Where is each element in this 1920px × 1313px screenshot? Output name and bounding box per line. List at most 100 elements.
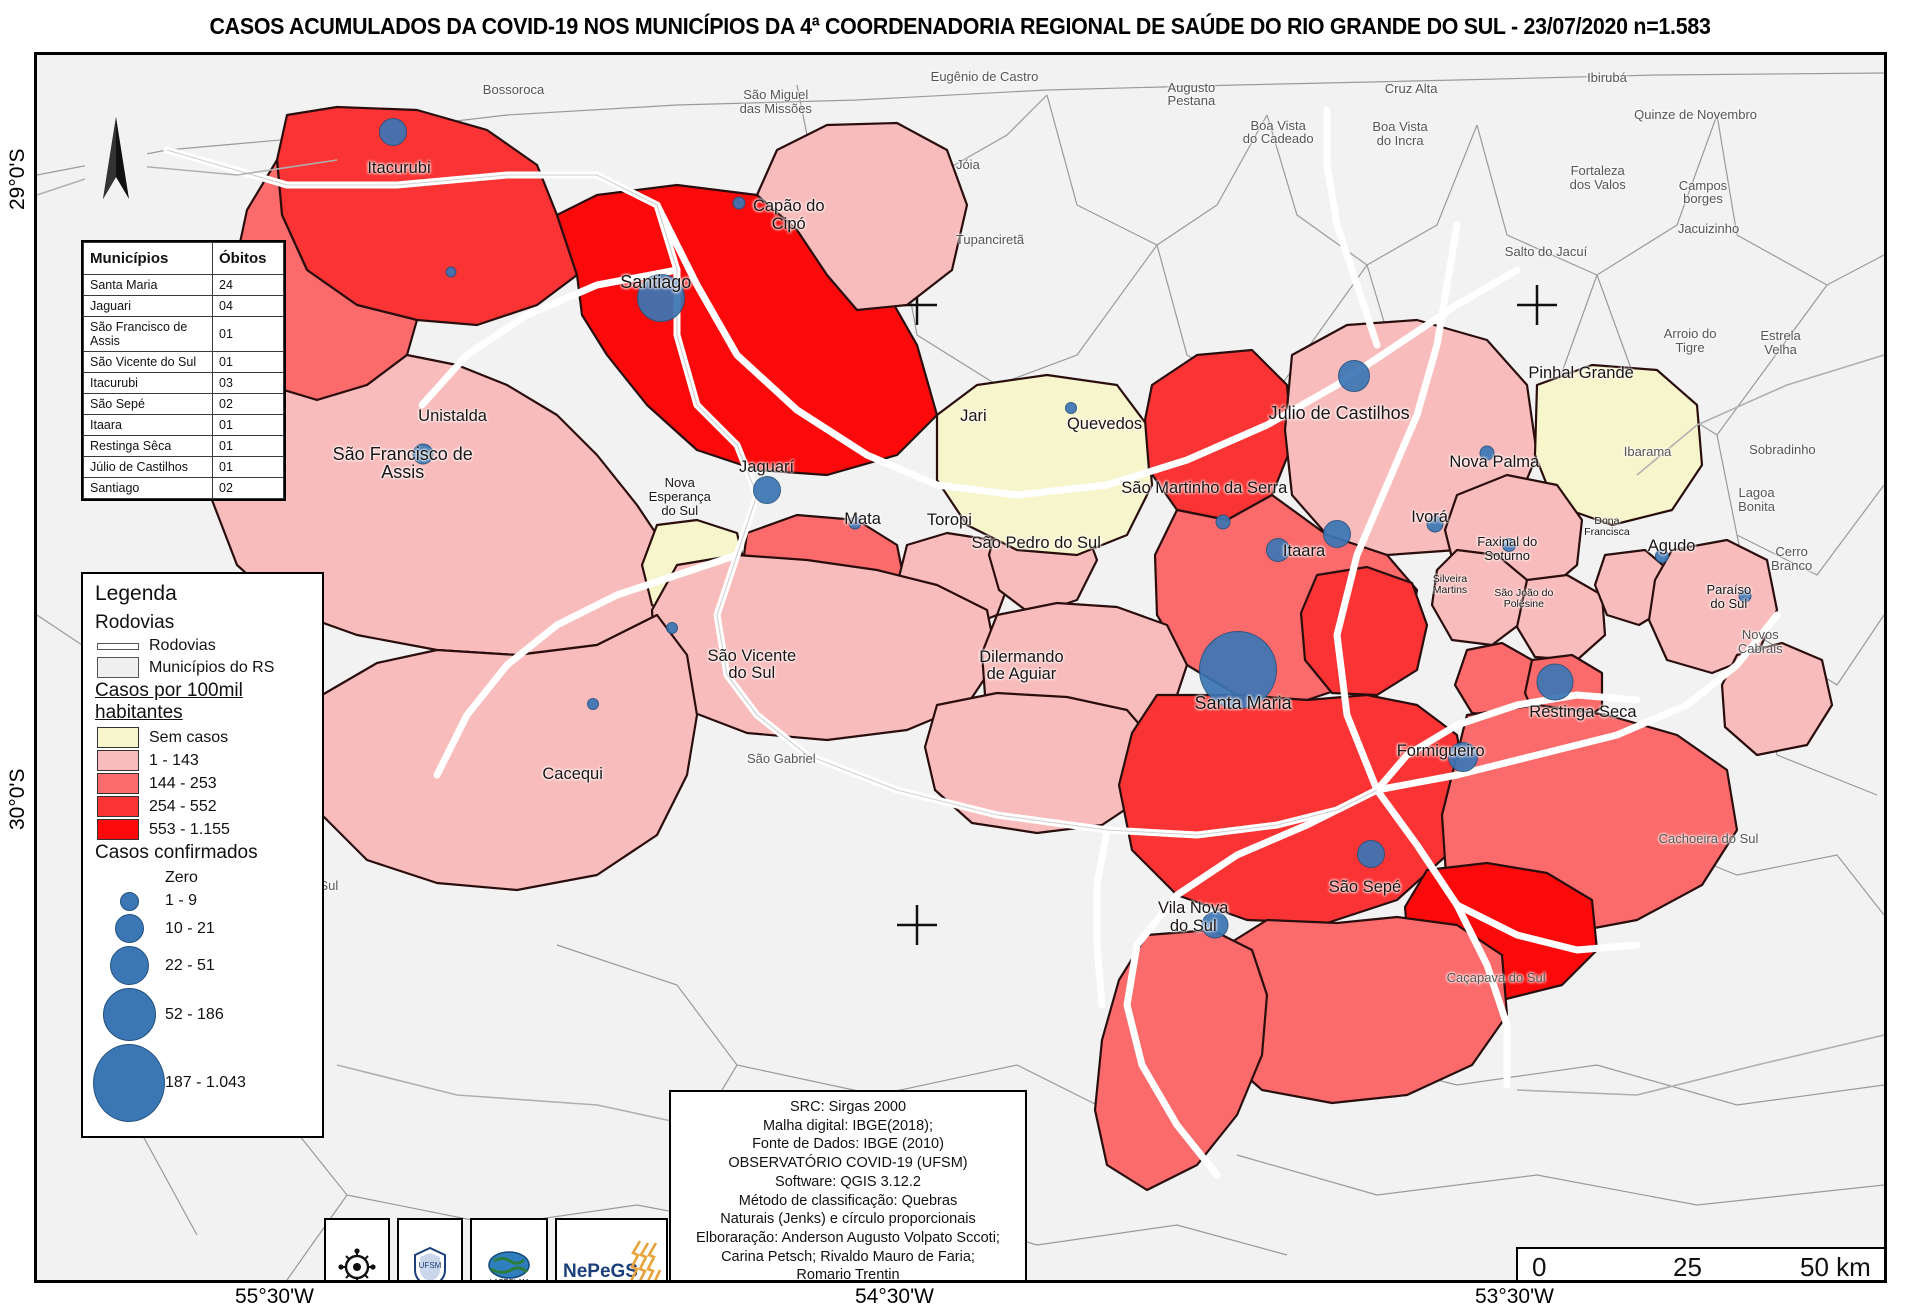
map-label-outside-eug-nio-de-castro: Eugênio de Castro	[930, 68, 1039, 84]
map-label-outside-cerro-branco: Cerro Branco	[1771, 544, 1813, 573]
table-row: São Vicente do Sul 01	[83, 351, 284, 373]
legend-item-municipios: Municípios do RS	[97, 657, 312, 678]
cell-obitos: 01	[212, 414, 284, 436]
credit-line-1: Malha digital: IBGE(2018);	[762, 1117, 934, 1134]
credit-line-5: Método de classificação: Quebras	[738, 1192, 958, 1209]
credit-line-6: Naturais (Jenks) e círculo proporcionais	[720, 1211, 976, 1228]
longitude-label-5530: 55°30'W	[235, 1285, 314, 1308]
map-label-jari: Jari	[960, 406, 987, 425]
map-canvas[interactable]	[37, 55, 1884, 1280]
legend-swatch-3	[97, 796, 139, 817]
legend-circle-symbol-2	[93, 914, 165, 943]
case-bubble	[1215, 514, 1231, 530]
legend-swatch-0	[97, 727, 139, 748]
page-title: CASOS ACUMULADOS DA COVID-19 NOS MUNICÍP…	[209, 12, 1711, 39]
map-label-outside-augusto-pestana: Augusto Pestana	[1167, 79, 1216, 109]
map-label-outside-boa-vista-do-incra: Boa Vista do Incra	[1372, 118, 1428, 148]
map-frame[interactable]: Itacurubi Santiago Capão do Cipó Unistalda Ja…	[34, 52, 1887, 1283]
svg-text:NePeGS: NePeGS	[563, 1261, 638, 1282]
credit-line-0: SRC: Sirgas 2000	[789, 1099, 907, 1115]
case-bubble	[412, 443, 434, 465]
logo-lageolam: LAGEOLAM UFSM	[470, 1218, 548, 1283]
legend-section-rodovias: Rodovias	[95, 612, 175, 633]
north-arrow-icon	[85, 113, 147, 203]
case-bubble	[445, 266, 457, 278]
map-label-j-lio-de-castilhos: Júlio de Castilhos	[1268, 403, 1410, 424]
map-label-outside-arroio-do-tigre: Arroio do Tigre	[1663, 325, 1717, 355]
cell-municipio: Jaguari	[83, 295, 213, 317]
deaths-table-body: Santa Maria 24 Jaguari 04 São Francisco de A…	[83, 274, 284, 499]
map-label-vila-nova-do-sul: Vila Nova do Sul	[1158, 899, 1229, 935]
legend-circle-symbol-5	[93, 1044, 165, 1122]
latitude-label-29: 29°0'S	[6, 148, 29, 210]
legend-class-label-4: 553 - 1.155	[149, 820, 230, 838]
case-bubble	[1479, 445, 1495, 461]
cell-obitos: 03	[212, 372, 284, 394]
map-label-outside-novos-cabrais: Novos Cabrais	[1737, 627, 1783, 656]
legend-circle-5: 187 - 1.043	[93, 1043, 312, 1123]
cell-municipio: Restinga Sêca	[83, 435, 213, 457]
scale-label-50: 50 km	[1800, 1252, 1871, 1282]
case-bubble	[1266, 537, 1291, 562]
cell-obitos: 24	[212, 274, 284, 296]
rodovias-line-swatch	[97, 642, 139, 650]
map-label-outside-quinze-de-novembro: Quinze de Novembro	[1634, 106, 1758, 122]
legend-swatch-4	[97, 819, 139, 840]
map-label-silveira-martins: Silveira Martins	[1432, 573, 1468, 597]
map-label-restinga-seca: Restinga Seca	[1529, 703, 1637, 722]
case-bubble	[1447, 741, 1478, 772]
case-bubble	[1655, 549, 1670, 564]
map-label-unistalda: Unistalda	[418, 406, 487, 425]
map-label-santa-maria: Santa Maria	[1194, 693, 1292, 714]
svg-text:LAGEOLAM: LAGEOLAM	[490, 1279, 529, 1283]
map-label-santiago: Santiago	[620, 272, 692, 293]
map-label-outside-boa-vista-do-cadeado: Boa Vista do Cadeado	[1242, 117, 1314, 147]
case-bubble	[848, 516, 862, 530]
legend-class-4: 553 - 1.155	[97, 819, 312, 840]
case-bubble	[752, 475, 781, 504]
table-row: Itaara 01	[83, 414, 284, 436]
logo-strip: Observatório UFSM 1960 LAGEOLAM UFSM NeP…	[324, 1218, 668, 1283]
credit-line-3: OBSERVATÓRIO COVID-19 (UFSM)	[728, 1155, 968, 1172]
cell-obitos: 01	[212, 351, 284, 373]
map-label-outside-jacuizinho: Jacuizinho	[1677, 220, 1740, 236]
region-paraiso-do-sul	[1720, 641, 1834, 757]
cell-obitos: 01	[212, 456, 284, 478]
region-itaara	[1299, 565, 1429, 697]
case-bubble	[1738, 589, 1752, 603]
legend-circle-3: 22 - 51	[93, 945, 312, 986]
legend-section-confirmados: Casos confirmados	[95, 842, 258, 863]
table-row: Itacurubi 03	[83, 372, 284, 394]
cell-municipio: Júlio de Castilhos	[83, 456, 213, 478]
case-bubble	[1536, 663, 1574, 701]
legend-item-rodovias: Rodovias	[97, 637, 312, 655]
map-label-outside-s-o-gabriel: São Gabriel	[747, 751, 816, 767]
map-label-s-o-sep: São Sepé	[1328, 878, 1402, 897]
map-label-agudo: Agudo	[1647, 536, 1696, 555]
table-row: Jaguari 04	[83, 295, 284, 317]
map-label-jaguar: Jaguarí	[739, 458, 795, 477]
case-bubble	[1426, 515, 1444, 533]
map-label-outside-lagoa-bonita: Lagoa Bonita	[1738, 485, 1775, 514]
table-row: São Francisco de Assis 01	[83, 316, 284, 352]
legend-circle-label-2: 10 - 21	[165, 919, 215, 937]
map-label-outside-j-ia: Jóia	[955, 156, 980, 172]
legend-circle-4: 52 - 186	[93, 987, 312, 1042]
region-faxinal-do-soturno	[1515, 573, 1607, 662]
legend-circle-label-1: 1 - 9	[165, 892, 198, 909]
map-label-outside-estrela-velha: Estrela Velha	[1760, 328, 1801, 358]
logo-nepegs: NePeGS Núcleo de Pesquisa em Geografia d…	[555, 1218, 668, 1282]
map-label-outside-campos-borges: Campos borges	[1678, 177, 1728, 207]
legend-class-1: 1 - 143	[97, 750, 312, 771]
table-row: São Sepé 02	[83, 393, 284, 415]
cell-municipio: Santa Maria	[83, 274, 213, 296]
case-bubble	[1201, 911, 1229, 939]
choropleth-layer	[205, 105, 1834, 1192]
cell-obitos: 01	[212, 316, 284, 352]
cell-municipio: Itacurubi	[83, 372, 213, 394]
map-label-outside-sobradinho: Sobradinho	[1749, 442, 1816, 458]
map-label-dilermando-de-aguiar: Dilermando de Aguiar	[979, 648, 1064, 684]
map-label-nova-esperan-a-do-sul: Nova Esperança do Sul	[648, 475, 711, 518]
col-header-obitos: Óbitos	[212, 242, 284, 275]
